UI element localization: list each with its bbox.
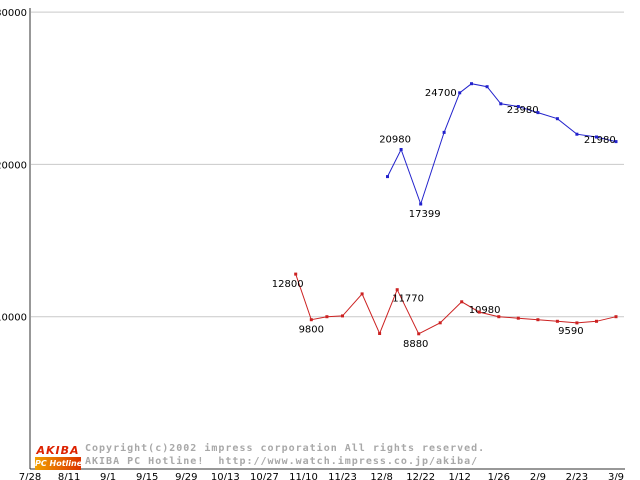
akiba-logo-text: AKIBA (35, 444, 81, 457)
low-price-series-point-marker (378, 332, 382, 335)
x-axis-tick-label: 1/12 (448, 472, 470, 480)
point-value-label: 21980 (584, 135, 616, 146)
high-price-series-line (387, 83, 617, 206)
low-price-series-point-marker (438, 321, 442, 325)
pc-hotline-logo-text: PC Hotline! (35, 457, 86, 470)
y-axis-tick-label: 10000 (0, 313, 27, 324)
x-axis-tick-label: 2/23 (566, 472, 588, 480)
x-axis-tick-label: 2/9 (530, 472, 546, 480)
x-axis-tick-label: 11/10 (289, 472, 318, 480)
x-axis-tick-label: 9/29 (175, 472, 197, 480)
low-price-series-point-marker (536, 318, 540, 322)
low-price-series-point-marker (341, 314, 344, 318)
point-value-label: 9590 (558, 326, 583, 337)
high-price-series-point-marker (575, 132, 579, 136)
low-price-series-point-marker (460, 300, 464, 304)
high-price-series-point-marker (614, 140, 618, 144)
point-value-label: 12800 (272, 279, 304, 290)
high-price-series-point-marker (458, 91, 462, 95)
point-value-label: 11770 (392, 294, 424, 305)
point-value-label: 23980 (507, 105, 539, 116)
low-price-series-point-marker (309, 318, 313, 322)
akiba-logo: AKIBA PC Hotline! (35, 444, 86, 470)
point-value-label: 20980 (379, 135, 411, 146)
footer: AKIBA PC Hotline! Copyright(c)2002 impre… (0, 442, 640, 472)
low-price-series-point-marker (477, 310, 481, 314)
high-price-series-point-marker (516, 105, 520, 108)
y-axis-tick-label: 20000 (0, 160, 27, 171)
x-axis-tick-label: 11/23 (328, 472, 357, 480)
y-axis-tick-label: 30000 (0, 8, 27, 19)
low-price-series-point-marker (595, 319, 598, 323)
point-value-label: 17399 (409, 209, 441, 220)
x-axis-tick-label: 12/8 (370, 472, 392, 480)
point-value-label: 8880 (403, 339, 428, 350)
low-price-series-point-marker (497, 315, 501, 319)
x-axis-tick-label: 9/15 (136, 472, 158, 480)
low-price-series-point-marker (417, 332, 421, 336)
low-price-series-point-marker (395, 288, 399, 292)
x-axis-tick-label: 3/9 (608, 472, 624, 480)
x-axis-tick-label: 10/27 (250, 472, 279, 480)
x-axis-tick-label: 7/28 (19, 472, 41, 480)
low-price-series-point-marker (555, 319, 559, 323)
high-price-series-point-marker (499, 102, 503, 106)
high-price-series-point-marker (470, 82, 473, 86)
high-price-series-point-marker (442, 130, 446, 134)
point-value-label: 10980 (469, 305, 501, 316)
low-price-series-point-marker (575, 321, 579, 325)
high-price-series-point-marker (399, 148, 403, 151)
x-axis-tick-label: 1/26 (488, 472, 510, 480)
high-price-series-point-marker (536, 111, 540, 115)
x-axis-tick-label: 8/11 (58, 472, 80, 480)
point-value-label: 9800 (299, 325, 324, 336)
x-axis-tick-label: 10/13 (211, 472, 240, 480)
high-price-series-point-marker (555, 117, 559, 121)
copyright-block: Copyright(c)2002 impress corporation All… (85, 442, 485, 468)
copyright-text: Copyright(c)2002 impress corporation All… (85, 443, 486, 454)
x-axis-tick-label: 9/1 (100, 472, 116, 480)
high-price-series-point-marker (419, 202, 423, 206)
low-price-series-point-marker (614, 315, 618, 319)
low-price-series-line (295, 273, 617, 335)
low-price-series-point-marker (360, 292, 364, 296)
x-axis-tick-label: 12/22 (406, 472, 435, 480)
site-url-text: AKIBA PC Hotline! http://www.watch.impre… (85, 456, 479, 467)
high-price-series-point-marker (595, 135, 598, 139)
high-price-series-point-marker (485, 85, 489, 89)
low-price-series-point-marker (325, 315, 329, 319)
low-price-series-point-marker (516, 316, 520, 320)
high-price-series-point-marker (386, 175, 389, 179)
low-price-series-point-marker (294, 272, 298, 276)
point-value-label: 24700 (425, 88, 457, 99)
